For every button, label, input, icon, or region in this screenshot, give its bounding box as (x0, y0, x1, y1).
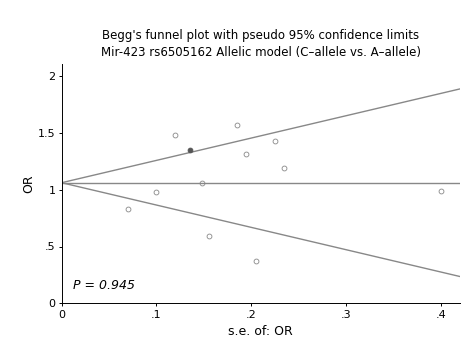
Y-axis label: OR: OR (22, 175, 35, 193)
Text: P = 0.945: P = 0.945 (73, 279, 135, 292)
X-axis label: s.e. of: OR: s.e. of: OR (228, 325, 293, 338)
Title: Begg's funnel plot with pseudo 95% confidence limits
Mir-423 rs6505162 Allelic m: Begg's funnel plot with pseudo 95% confi… (100, 29, 421, 59)
